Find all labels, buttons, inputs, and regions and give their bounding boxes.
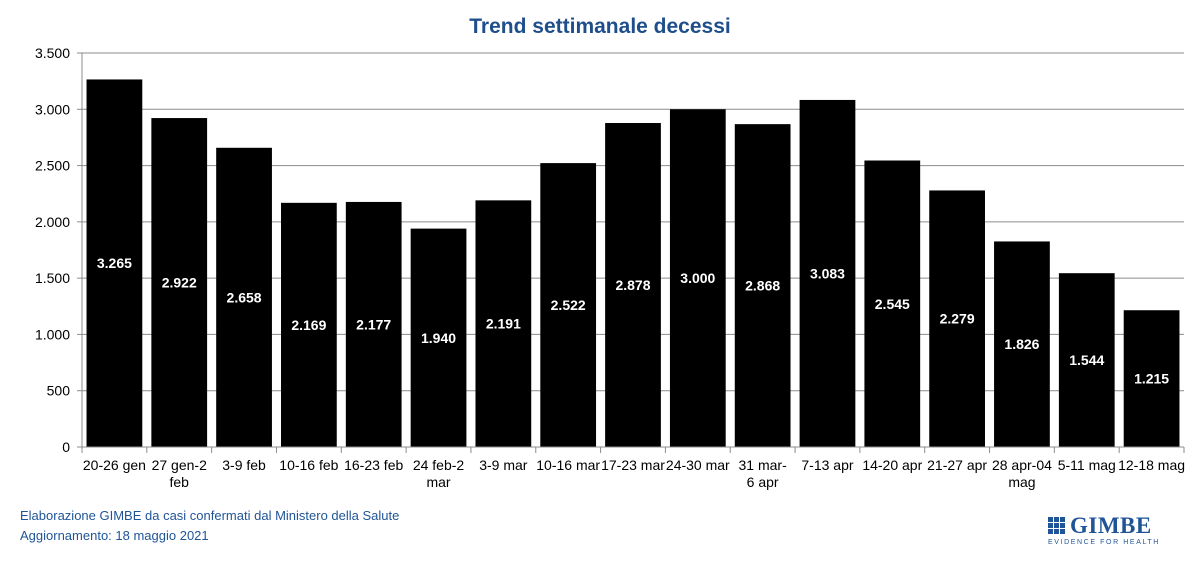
bar [605, 123, 661, 447]
x-tick-label: 17-23 mar [601, 457, 665, 473]
x-tick-label: 5-11 mag [1058, 457, 1116, 473]
bar [151, 118, 208, 447]
data-label: 1.215 [1134, 371, 1169, 387]
bar [216, 147, 272, 447]
bar [475, 200, 532, 447]
footer-source: Elaborazione GIMBE da casi confermati da… [20, 508, 400, 523]
bar [734, 124, 791, 447]
data-label: 1.544 [1069, 352, 1104, 368]
x-tick-label: 27 gen-2 feb [152, 457, 207, 490]
x-tick-label: 24-30 mar [666, 457, 730, 473]
data-label: 3.083 [810, 265, 845, 281]
data-label: 2.279 [940, 311, 975, 327]
bar [864, 160, 921, 447]
data-label: 1.940 [421, 330, 456, 346]
bar [799, 99, 856, 447]
y-tick-label: 3.000 [35, 101, 70, 117]
x-tick-label: 21-27 apr [927, 457, 987, 473]
chart-title: Trend settimanale decessi [469, 15, 730, 38]
data-label: 2.191 [486, 316, 521, 332]
data-label: 2.922 [162, 275, 197, 291]
data-label: 2.522 [551, 297, 586, 313]
y-axis: 0 500 1.000 1.500 2.000 2.500 3.000 3.500 [35, 45, 83, 455]
bar [669, 109, 726, 448]
bar [345, 201, 402, 447]
footer-updated: Aggiornamento: 18 maggio 2021 [20, 528, 209, 543]
bar [929, 190, 985, 447]
bar [1058, 273, 1115, 447]
data-label: 2.177 [356, 316, 391, 332]
y-tick-label: 2.500 [35, 158, 70, 174]
y-tick-label: 1.500 [35, 270, 70, 286]
data-label: 2.169 [291, 317, 326, 333]
logo-grid-icon [1048, 517, 1066, 535]
logo-name: GIMBE [1070, 513, 1152, 538]
data-label: 1.826 [1004, 336, 1039, 352]
data-label: 2.878 [615, 277, 650, 293]
x-tick-label: 14-20 apr [862, 457, 922, 473]
bars: 3.265 2.922 2.658 2.169 2.177 1.940 2.191 2.522… [86, 79, 1180, 448]
bar [410, 228, 467, 447]
y-tick-label: 3.500 [35, 45, 70, 61]
bar [540, 163, 597, 448]
data-label: 3.265 [97, 255, 132, 271]
bar [281, 202, 337, 447]
y-tick-label: 2.000 [35, 214, 70, 230]
x-tick-label: 24 feb-2 mar [413, 457, 465, 490]
x-tick-label: 31 mar-6 apr [739, 457, 788, 490]
x-axis: 20-26 gen 27 gen-2 feb 3-9 feb 10-16 feb 16-2… [81, 446, 1185, 490]
data-label: 2.868 [745, 278, 780, 294]
x-tick-label: 16-23 feb [344, 457, 403, 473]
x-tick-label: 3-9 mar [479, 457, 528, 473]
y-tick-label: 500 [47, 383, 71, 399]
x-tick-label: 3-9 feb [222, 457, 266, 473]
bar [994, 241, 1050, 447]
x-tick-label: 7-13 apr [801, 457, 853, 473]
x-tick-label: 20-26 gen [83, 457, 146, 473]
x-tick-label: 10-16 mar [536, 457, 600, 473]
bar [1123, 310, 1180, 447]
gimbe-logo: GIMBE EVIDENCE FOR HEALTH [1048, 514, 1160, 554]
bar [86, 79, 143, 447]
data-label: 2.545 [875, 296, 910, 312]
logo-tagline: EVIDENCE FOR HEALTH [1048, 539, 1160, 546]
x-tick-label: 28 apr-04 mag [992, 457, 1052, 490]
data-label: 2.658 [227, 289, 262, 305]
y-tick-label: 1.000 [35, 326, 70, 342]
x-tick-label: 10-16 feb [279, 457, 338, 473]
y-tick-label: 0 [62, 439, 70, 455]
x-tick-label: 12-18 mag [1118, 457, 1185, 473]
data-label: 3.000 [680, 270, 715, 286]
